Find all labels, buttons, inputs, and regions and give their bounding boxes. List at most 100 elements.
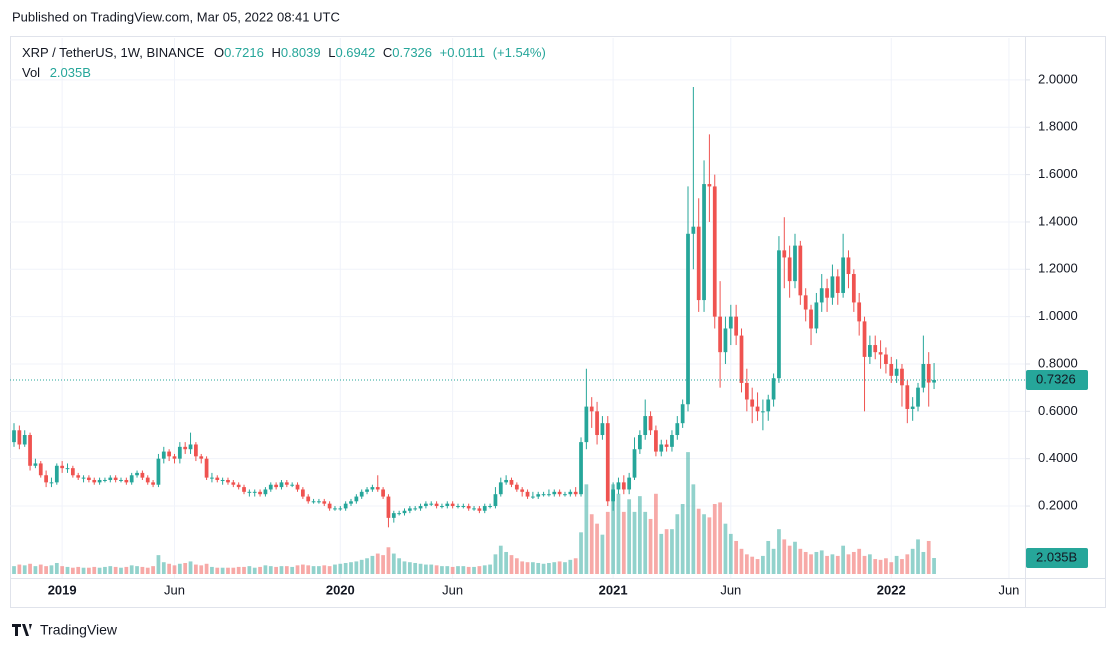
volume-bar <box>712 504 717 574</box>
volume-bar <box>242 566 246 574</box>
candle-body <box>424 503 428 507</box>
x-tick-label: Jun <box>164 582 185 597</box>
candle-body <box>477 508 482 511</box>
candle-body <box>814 302 819 329</box>
candle-body <box>434 503 439 507</box>
volume-bar <box>728 533 733 574</box>
brand: TradingView <box>12 622 118 638</box>
volume-bar <box>429 564 434 574</box>
candle-body <box>632 449 637 478</box>
volume-bar <box>514 558 519 574</box>
volume-bar <box>541 563 546 574</box>
volume-bar <box>65 566 70 574</box>
candle-body <box>637 435 642 450</box>
candle-body <box>135 472 139 476</box>
legend-label: L <box>328 45 335 60</box>
candle-body <box>188 444 193 450</box>
volume-bar <box>145 567 150 574</box>
volume-bar <box>734 540 739 574</box>
candle-body <box>643 416 648 436</box>
grid <box>10 38 1025 578</box>
candle-body <box>252 491 257 493</box>
x-tick-label: Jun <box>442 582 463 597</box>
candle-body <box>113 477 118 480</box>
volume-bar <box>338 563 343 574</box>
candle-body <box>81 477 86 479</box>
candle-body <box>258 491 262 495</box>
candle-body <box>541 494 546 496</box>
volume-bar <box>188 561 193 574</box>
candle-body <box>659 444 664 452</box>
volume-bar <box>44 566 48 574</box>
volume-bar <box>659 533 664 574</box>
candle-body <box>204 458 209 478</box>
candle-body <box>119 479 123 481</box>
candle-body <box>461 506 466 508</box>
candle-body <box>349 501 353 504</box>
candle-body <box>317 501 321 503</box>
volume-bar <box>49 565 54 574</box>
volume-bar <box>921 551 926 574</box>
volume-bar <box>370 555 375 574</box>
volume-bar <box>365 558 369 574</box>
candle-body <box>167 451 172 457</box>
candle-body <box>97 479 102 483</box>
volume-bar <box>199 565 204 574</box>
volume-bar <box>194 564 198 574</box>
candle-body <box>654 430 658 452</box>
candle-body <box>322 501 327 504</box>
volume-bar <box>723 523 728 574</box>
volume-bar <box>466 566 471 574</box>
legend: XRP / TetherUS, 1W, BINANCE O0.7216 H0.8… <box>22 45 546 80</box>
candle-body <box>456 506 460 508</box>
volume-bar <box>440 566 444 574</box>
volume-bar <box>579 532 583 574</box>
candle-body <box>488 506 492 508</box>
candle-body <box>274 484 278 488</box>
volume-bar <box>782 539 787 574</box>
volume-bar <box>600 534 605 574</box>
volume-bar <box>12 566 16 574</box>
brand-name: TradingView <box>40 622 118 638</box>
volume-bar <box>910 548 915 574</box>
volume-bar <box>584 484 589 574</box>
candle-body <box>520 489 525 492</box>
volume-bar <box>819 550 824 574</box>
volume-bar <box>306 565 311 574</box>
volume-bar <box>402 561 407 574</box>
candle-body <box>557 491 562 495</box>
published-note: Published on TradingView.com, Mar 05, 20… <box>12 9 340 24</box>
volume-bar <box>884 558 888 574</box>
volume-bar <box>531 562 535 574</box>
candle-body <box>242 487 246 492</box>
change-pct: (+1.54%) <box>493 45 546 60</box>
candle-body <box>723 328 728 353</box>
volume-bar <box>215 567 220 574</box>
volume-bar <box>317 566 321 574</box>
volume-bar <box>359 559 364 574</box>
candle-body <box>830 276 835 298</box>
candle-body <box>605 423 610 502</box>
candle-body <box>247 491 252 493</box>
volume-bar <box>295 565 300 574</box>
volume-bar <box>648 518 653 574</box>
volume-bar <box>263 565 268 574</box>
candle-body <box>472 508 476 510</box>
volume-bar <box>119 567 123 574</box>
volume-bar <box>611 484 615 574</box>
volume-bar <box>868 554 872 574</box>
candle-body <box>365 489 369 492</box>
volume-bar <box>873 559 878 574</box>
volume-bar <box>547 562 551 574</box>
volume-bar <box>333 564 337 574</box>
candle-body <box>734 316 739 336</box>
volume-bar <box>375 553 380 574</box>
candle-body <box>873 345 878 353</box>
candle-body <box>798 245 803 296</box>
volume-bar <box>140 566 145 574</box>
legend-label: O <box>214 45 224 60</box>
volume-bar <box>81 567 86 574</box>
candle-body <box>803 295 808 310</box>
volume-bar <box>156 555 161 574</box>
candle-body <box>33 463 38 466</box>
